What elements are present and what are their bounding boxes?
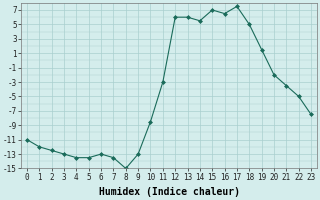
X-axis label: Humidex (Indice chaleur): Humidex (Indice chaleur) <box>99 187 240 197</box>
